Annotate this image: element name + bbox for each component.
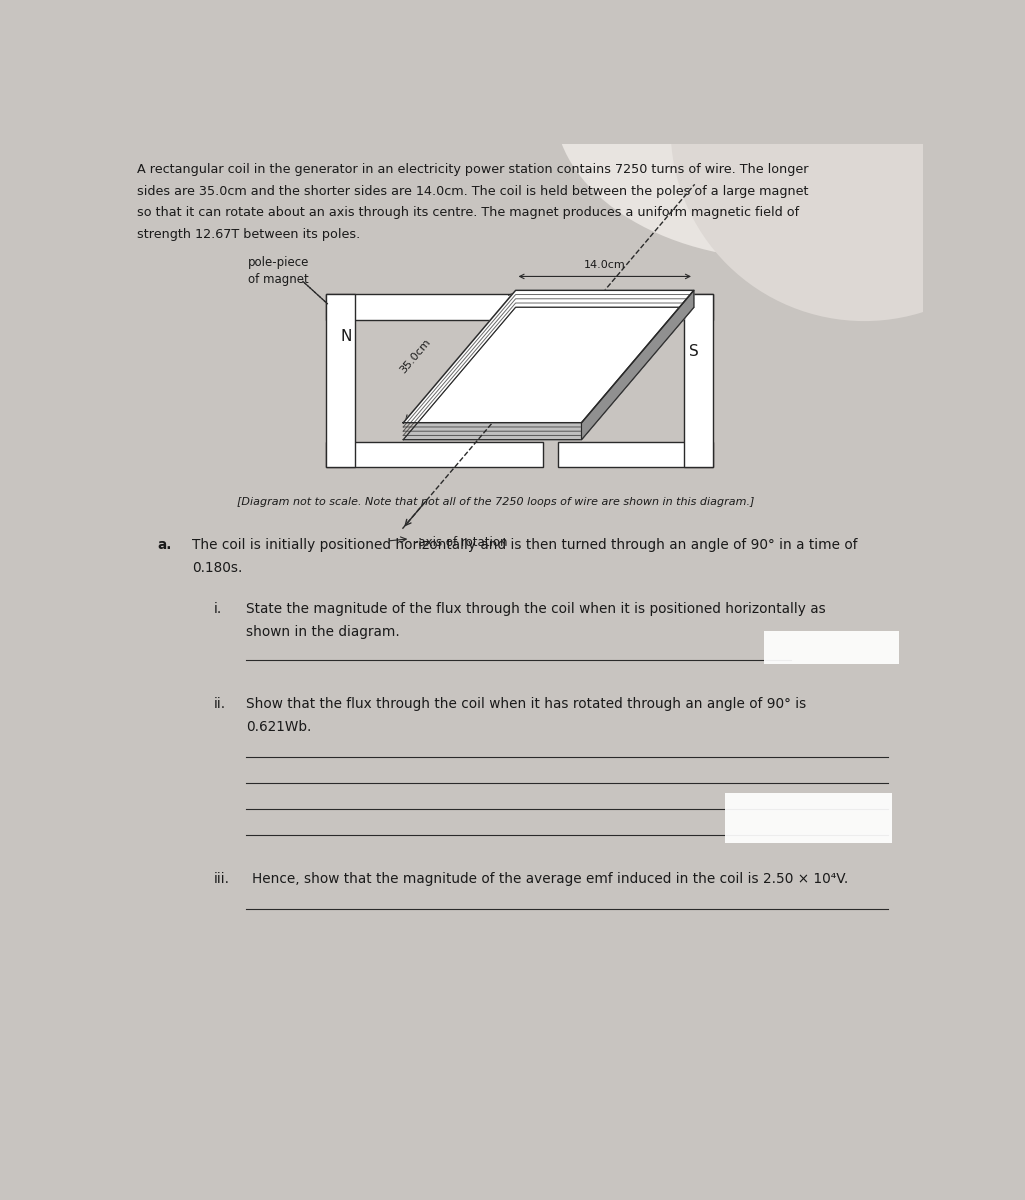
Polygon shape	[581, 290, 694, 439]
Text: Hence, show that the magnitude of the average emf induced in the coil is 2.50 × : Hence, show that the magnitude of the av…	[252, 872, 849, 887]
Text: The coil is initially positioned horizontally and is then turned through an angl: The coil is initially positioned horizon…	[192, 539, 857, 552]
Bar	[326, 294, 356, 467]
Text: sides are 35.0cm and the shorter sides are 14.0cm. The coil is held between the : sides are 35.0cm and the shorter sides a…	[137, 185, 809, 198]
Text: so that it can rotate about an axis through its centre. The magnet produces a un: so that it can rotate about an axis thro…	[137, 206, 800, 220]
Bar	[326, 442, 543, 467]
Text: a.: a.	[158, 539, 172, 552]
Text: i.: i.	[213, 602, 221, 616]
Text: State the magnitude of the flux through the coil when it is positioned horizonta: State the magnitude of the flux through …	[246, 602, 826, 616]
Text: pole-piece
of magnet: pole-piece of magnet	[248, 256, 310, 286]
Polygon shape	[403, 307, 694, 439]
Text: 0.621Wb.: 0.621Wb.	[246, 720, 312, 734]
Text: -axis of rotation: -axis of rotation	[414, 536, 507, 550]
Text: shown in the diagram.: shown in the diagram.	[246, 625, 400, 640]
Bar	[326, 294, 543, 319]
Text: 14.0cm: 14.0cm	[584, 260, 625, 270]
Text: Show that the flux through the coil when it has rotated through an angle of 90° : Show that the flux through the coil when…	[246, 697, 807, 710]
Text: S: S	[689, 344, 699, 360]
Bar	[559, 294, 713, 319]
Text: 35.0cm: 35.0cm	[398, 337, 433, 376]
Bar	[559, 442, 713, 467]
Ellipse shape	[555, 0, 1020, 259]
Text: N: N	[341, 329, 353, 344]
Text: A rectangular coil in the generator in an electricity power station contains 725: A rectangular coil in the generator in a…	[137, 163, 809, 176]
Bar	[725, 793, 892, 844]
Ellipse shape	[670, 0, 1025, 322]
Text: [Diagram not to scale. Note that not all of the 7250 loops of wire are shown in : [Diagram not to scale. Note that not all…	[237, 497, 754, 506]
Text: iii.: iii.	[213, 872, 230, 887]
Text: ii.: ii.	[213, 697, 226, 710]
Bar	[684, 294, 713, 467]
Text: 0.180s.: 0.180s.	[192, 562, 242, 575]
Bar	[764, 631, 899, 664]
Polygon shape	[403, 290, 694, 422]
Text: strength 12.67T between its poles.: strength 12.67T between its poles.	[137, 228, 361, 241]
